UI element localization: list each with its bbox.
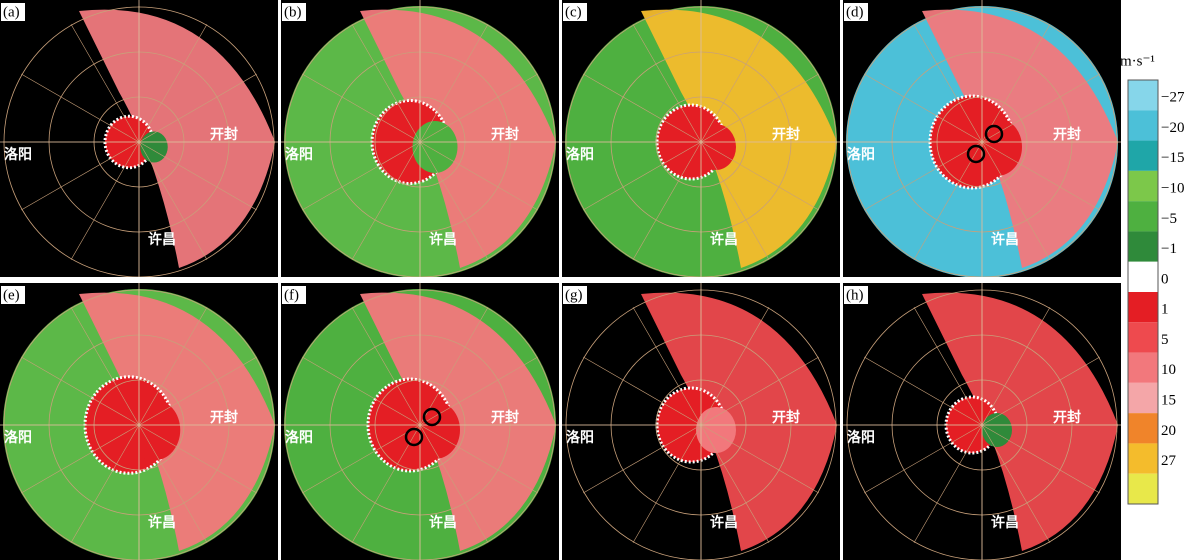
panel-label: (b)	[284, 4, 302, 20]
colorbar-label: 10	[1161, 362, 1176, 378]
radar-panel: 开封洛阳许昌(e)	[0, 283, 278, 560]
city-label: 开封	[210, 126, 238, 143]
panel-content: 开封洛阳许昌	[562, 0, 840, 278]
radar-panel: 开封洛阳许昌(d)	[843, 0, 1121, 278]
colorbar-block	[1128, 262, 1158, 292]
city-label: 开封	[772, 409, 800, 426]
colorbar-label: 0	[1161, 271, 1169, 287]
colorbar-label: −27	[1161, 90, 1185, 106]
colorbar-label: 15	[1161, 392, 1176, 408]
panel-label: (d)	[846, 4, 864, 20]
colorbar-label: −5	[1161, 211, 1177, 227]
colorbar-block	[1128, 80, 1158, 110]
colorbar-block	[1128, 141, 1158, 171]
city-label: 许昌	[148, 231, 176, 248]
colorbar-label: −10	[1161, 180, 1184, 196]
echo-swirl	[696, 407, 736, 453]
city-label: 洛阳	[285, 429, 313, 446]
colorbar-block	[1128, 474, 1158, 504]
colorbar-block	[1128, 353, 1158, 383]
city-label: 许昌	[148, 514, 176, 531]
panel-label: (a)	[3, 4, 20, 20]
panel-label: (e)	[3, 287, 20, 303]
colorbar-block	[1128, 443, 1158, 473]
city-label: 开封	[1053, 126, 1081, 143]
city-label: 洛阳	[566, 429, 594, 446]
echo-swirl	[140, 132, 168, 163]
city-label: 许昌	[991, 514, 1019, 531]
radar-panel: 开封洛阳许昌(h)	[843, 283, 1121, 560]
radar-panel: 开封洛阳许昌(f)	[281, 283, 559, 560]
panel-content: 开封洛阳许昌	[281, 283, 559, 560]
city-label: 洛阳	[566, 146, 594, 163]
colorbar-unit: m·s⁻¹	[1120, 53, 1155, 69]
colorbar-label: −20	[1161, 120, 1184, 136]
city-label: 开封	[1053, 409, 1081, 426]
panel-label: (f)	[284, 287, 299, 303]
radar-panel: 开封洛阳许昌(c)	[562, 0, 840, 278]
colorbar-block	[1128, 322, 1158, 352]
colorbar-block	[1128, 413, 1158, 443]
colorbar-block	[1128, 383, 1158, 413]
echo-swirl	[696, 124, 736, 170]
colorbar-block	[1128, 292, 1158, 322]
colorbar-label: 27	[1161, 453, 1177, 469]
city-label: 洛阳	[285, 146, 313, 163]
city-label: 洛阳	[847, 429, 875, 446]
city-label: 开封	[210, 409, 238, 426]
colorbar-block	[1128, 201, 1158, 231]
panel-label: (c)	[565, 4, 582, 20]
panel-content: 开封洛阳许昌	[843, 283, 1121, 560]
city-label: 开封	[491, 126, 519, 143]
colorbar-label: −15	[1161, 150, 1184, 166]
panel-label: (h)	[846, 287, 864, 303]
colorbar-label: −1	[1161, 241, 1177, 257]
colorbar-label: 20	[1161, 423, 1176, 439]
panel-content: 开封洛阳许昌	[281, 0, 559, 278]
city-label: 许昌	[429, 231, 457, 248]
panel-label: (g)	[565, 287, 583, 303]
city-label: 许昌	[710, 514, 738, 531]
colorbar-label: 1	[1161, 302, 1169, 318]
city-label: 洛阳	[847, 146, 875, 163]
city-label: 洛阳	[4, 146, 32, 163]
city-label: 开封	[491, 409, 519, 426]
figure: 开封洛阳许昌(a)开封洛阳许昌(b)开封洛阳许昌(c)开封洛阳许昌(d)开封洛阳…	[0, 0, 1188, 560]
city-label: 洛阳	[4, 429, 32, 446]
city-label: 开封	[772, 126, 800, 143]
colorbar-label: 5	[1161, 332, 1169, 348]
city-label: 许昌	[710, 231, 738, 248]
echo-swirl	[413, 121, 458, 173]
city-label: 许昌	[991, 231, 1019, 248]
colorbar-block	[1128, 171, 1158, 201]
echo-swirl	[982, 413, 1012, 447]
city-label: 许昌	[429, 514, 457, 531]
colorbar-block	[1128, 110, 1158, 140]
colorbar-block	[1128, 231, 1158, 261]
